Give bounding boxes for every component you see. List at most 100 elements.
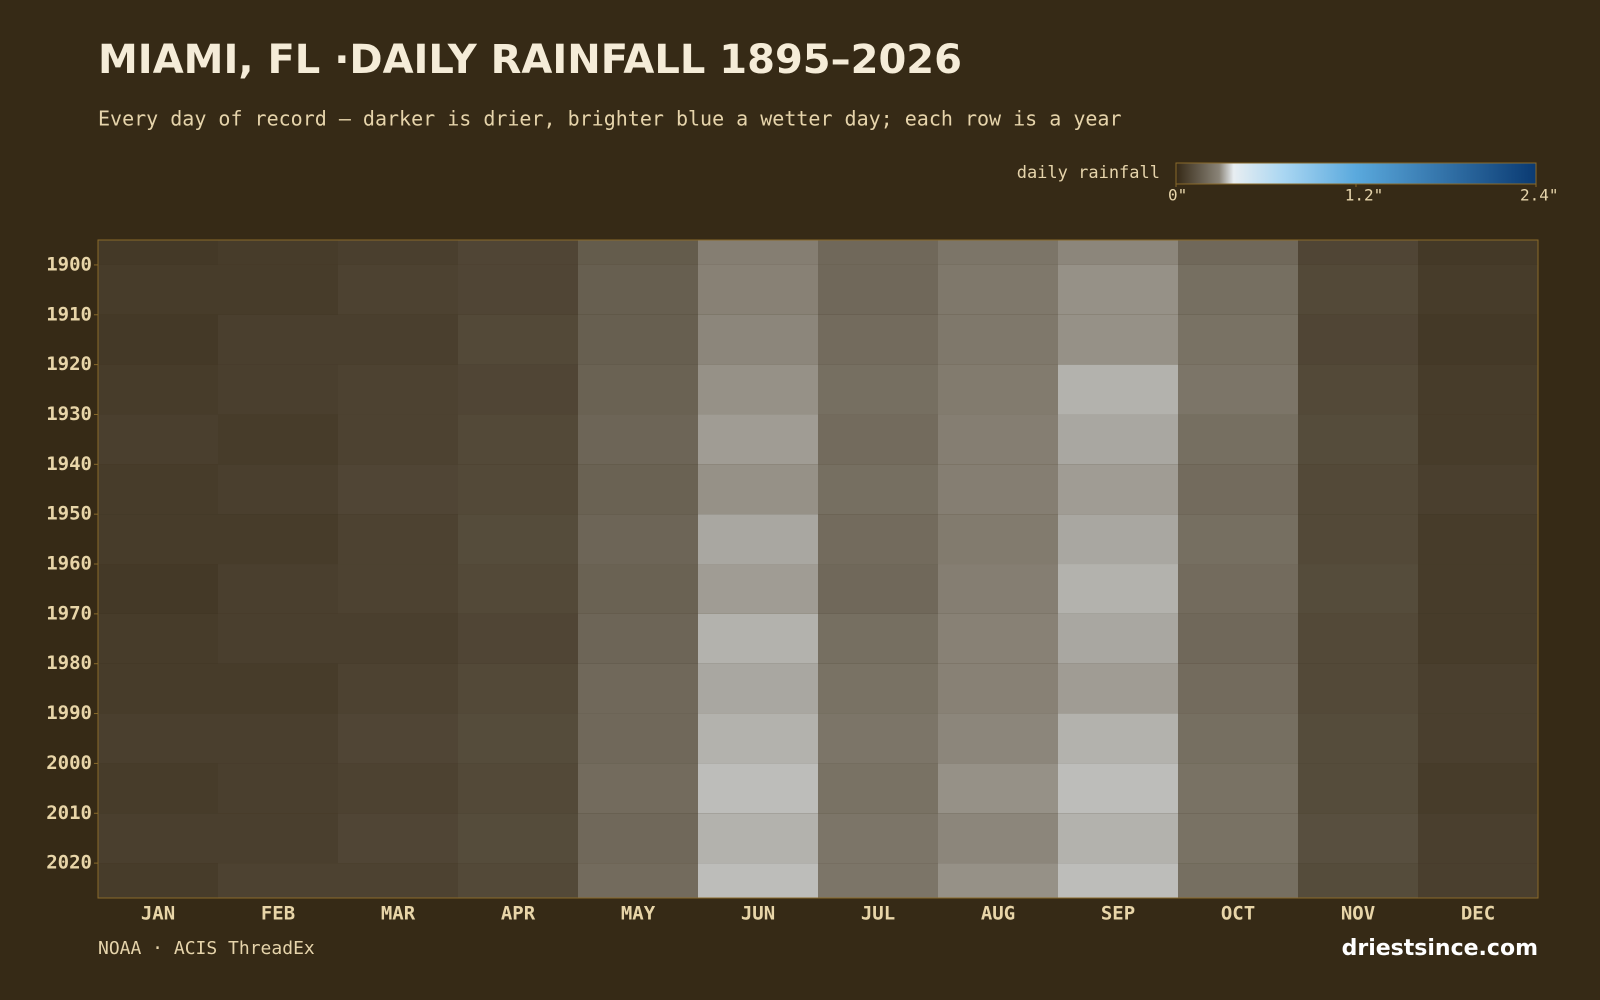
heat-cell <box>578 414 698 465</box>
heat-cell <box>458 564 578 614</box>
x-tick-label: APR <box>501 903 536 925</box>
heat-cell <box>578 613 698 664</box>
heat-cell <box>1418 314 1538 365</box>
heat-cell <box>218 464 338 515</box>
heat-cell <box>578 264 698 315</box>
heat-cell <box>98 264 218 315</box>
y-tick-label: 1980 <box>46 652 92 674</box>
heat-cell <box>698 464 818 515</box>
y-tick-label: 1940 <box>46 453 92 475</box>
heat-cell <box>338 663 458 714</box>
heat-cell <box>1178 414 1298 465</box>
heat-cell <box>1298 663 1418 714</box>
heat-cell <box>818 464 938 515</box>
heat-cell <box>1418 364 1538 415</box>
heat-cell <box>218 514 338 565</box>
heat-cell <box>1058 713 1178 764</box>
heat-cell <box>1178 863 1298 898</box>
heat-cell <box>578 464 698 515</box>
heat-cell <box>578 364 698 415</box>
heat-cell <box>1178 464 1298 515</box>
y-tick-label: 1960 <box>46 553 92 575</box>
heat-cell <box>578 240 698 265</box>
heat-cell <box>938 564 1058 614</box>
heat-cell <box>698 763 818 814</box>
heat-cell <box>818 763 938 814</box>
colorbar-tick-label: 0" <box>1168 186 1187 205</box>
heat-cell <box>698 414 818 465</box>
heat-cell <box>98 414 218 465</box>
site-link[interactable]: driestsince.com <box>1342 936 1538 961</box>
x-tick-label: JAN <box>141 903 175 925</box>
y-tick-label: 1930 <box>46 403 92 425</box>
heat-cell <box>1058 364 1178 415</box>
heat-cell <box>218 414 338 465</box>
heat-cell <box>1418 564 1538 614</box>
heat-cell <box>338 613 458 664</box>
heat-cell <box>578 863 698 898</box>
heat-cell <box>338 813 458 864</box>
heat-cell <box>938 813 1058 864</box>
heat-cell <box>98 863 218 898</box>
heat-cell <box>98 763 218 814</box>
x-tick-label: MAY <box>621 903 656 925</box>
colorbar-tick-label: 1.2" <box>1345 186 1384 205</box>
x-tick-label: DEC <box>1461 903 1495 925</box>
heat-cell <box>698 564 818 614</box>
colorbar-label: daily rainfall <box>1017 163 1160 183</box>
y-tick-label: 1990 <box>46 702 92 724</box>
heat-cell <box>1058 813 1178 864</box>
x-tick-label: AUG <box>981 903 1015 925</box>
heat-cell <box>1298 240 1418 265</box>
heat-cell <box>1418 813 1538 864</box>
heat-cell <box>218 264 338 315</box>
heat-cell <box>218 564 338 614</box>
heat-cell <box>938 314 1058 365</box>
heat-cell <box>938 464 1058 515</box>
heat-cell <box>98 564 218 614</box>
heat-cell <box>1178 813 1298 864</box>
y-tick-label: 1950 <box>46 503 92 525</box>
heat-cell <box>1298 264 1418 315</box>
heat-cell <box>1058 264 1178 315</box>
heat-cell <box>1298 564 1418 614</box>
heat-cell <box>338 240 458 265</box>
heat-cell <box>218 813 338 864</box>
heat-cell <box>1298 813 1418 864</box>
y-tick-label: 1910 <box>46 303 92 325</box>
heat-cell <box>1178 264 1298 315</box>
x-tick-label: JUL <box>861 903 895 925</box>
heat-cell <box>1178 713 1298 764</box>
y-tick-label: 2010 <box>46 802 92 824</box>
heat-cell <box>98 240 218 265</box>
heat-cell <box>1178 663 1298 714</box>
heat-cell <box>698 240 818 265</box>
heat-cell <box>98 713 218 764</box>
heat-cell <box>338 514 458 565</box>
heat-cell <box>98 514 218 565</box>
heat-cell <box>938 713 1058 764</box>
heat-cell <box>338 464 458 515</box>
x-tick-label: NOV <box>1341 903 1375 925</box>
heat-cell <box>818 514 938 565</box>
heat-cell <box>1058 613 1178 664</box>
heat-cell <box>698 264 818 315</box>
colorbar-tick-label: 2.4" <box>1520 186 1559 205</box>
heat-cell <box>938 364 1058 415</box>
heat-cell <box>698 813 818 864</box>
heat-cell <box>698 663 818 714</box>
heat-cell <box>98 663 218 714</box>
heat-cell <box>1298 314 1418 365</box>
heat-cell <box>338 364 458 415</box>
y-tick-label: 2020 <box>46 852 92 874</box>
heat-cell <box>218 364 338 415</box>
heat-cell <box>698 364 818 415</box>
heat-cell <box>1058 763 1178 814</box>
heat-cell <box>458 314 578 365</box>
heat-cell <box>818 863 938 898</box>
heat-cell <box>338 863 458 898</box>
heat-cell <box>1298 364 1418 415</box>
heat-cell <box>458 713 578 764</box>
heat-cell <box>578 514 698 565</box>
